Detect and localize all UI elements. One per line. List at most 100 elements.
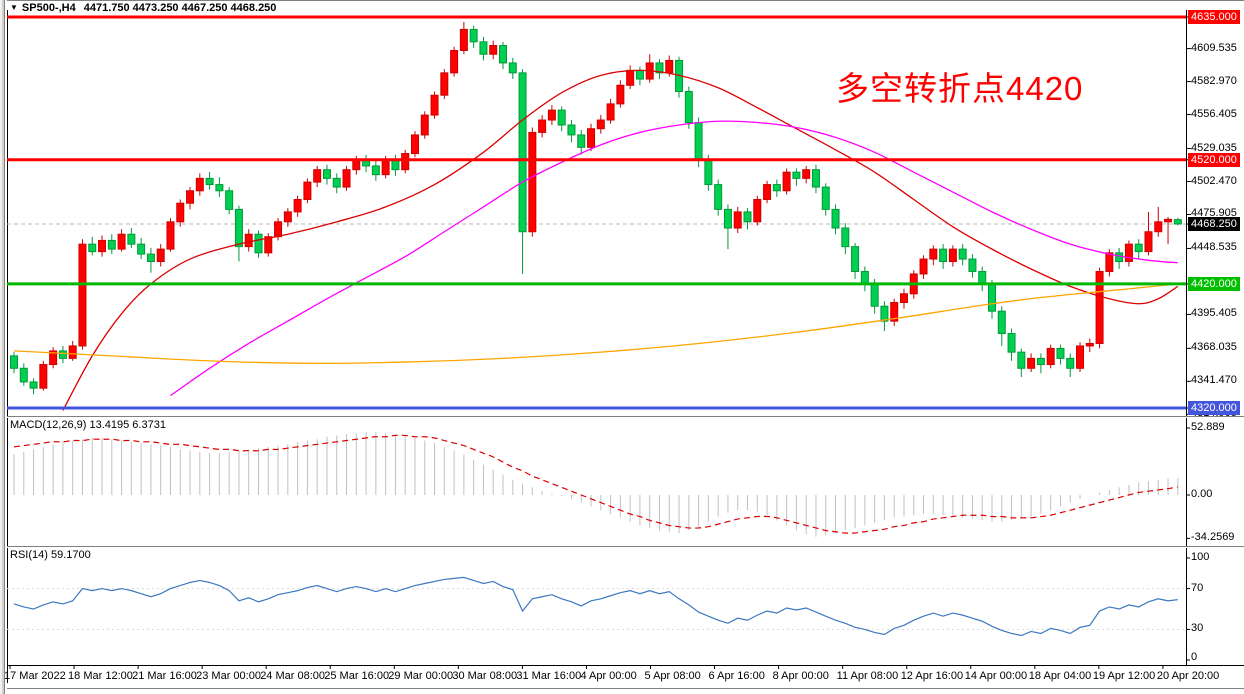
candle-body-down bbox=[655, 62, 664, 74]
candle-body-down bbox=[831, 208, 840, 229]
macd-indicator-label: MACD(12,26,9) 13.4195 6.3731 bbox=[10, 419, 166, 431]
candle-body-down bbox=[704, 159, 713, 186]
macd-axis-label: 52.889 bbox=[1191, 421, 1225, 433]
candle-body-down bbox=[127, 233, 136, 245]
price-axis-label: 4448.535 bbox=[1191, 241, 1237, 254]
time-axis-label: 20 Apr 20:00 bbox=[1156, 670, 1220, 682]
candle-body-up bbox=[890, 301, 899, 322]
candle-body-down bbox=[684, 90, 693, 124]
rsi-axis-label: 0 bbox=[1191, 651, 1198, 663]
time-axis-label: 14 Apr 00:00 bbox=[964, 670, 1028, 682]
candle-body-up bbox=[587, 128, 596, 148]
candle-body-up bbox=[1046, 347, 1055, 366]
candle-body-down bbox=[215, 184, 224, 192]
candle-body-down bbox=[137, 243, 146, 255]
time-axis-label: 18 Mar 12:00 bbox=[68, 670, 133, 682]
time-axis-label: 12 Apr 16:00 bbox=[900, 670, 964, 682]
candle-body-up bbox=[98, 239, 107, 253]
candle-body-down bbox=[1134, 243, 1143, 253]
candle-body-down bbox=[811, 169, 820, 188]
candle-body-up bbox=[802, 169, 811, 179]
candle-body-up bbox=[1154, 221, 1163, 233]
candle-body-down bbox=[968, 258, 977, 272]
time-axis-label: 8 Apr 00:00 bbox=[772, 670, 829, 682]
candle-body-down bbox=[499, 45, 507, 64]
price-axis-label: 4368.035 bbox=[1191, 341, 1237, 354]
candle-body-up bbox=[342, 169, 351, 188]
rsi-indicator-label: RSI(14) 59.1700 bbox=[10, 549, 91, 561]
symbol-dropdown-icon[interactable]: ▼ bbox=[10, 3, 18, 12]
price-level-badge: 4635.000 bbox=[1188, 10, 1240, 24]
candle-body-up bbox=[929, 248, 938, 260]
price-axis-label: 4582.970 bbox=[1191, 74, 1237, 87]
window-left-border bbox=[0, 0, 7, 694]
candle-body-up bbox=[596, 119, 605, 130]
time-axis-label: 4 Apr 00:00 bbox=[580, 670, 637, 682]
candle-body-down bbox=[978, 270, 987, 285]
time-axis-label: 11 Apr 08:00 bbox=[836, 670, 899, 682]
candle-body-down bbox=[694, 122, 703, 161]
candle-body-down bbox=[205, 177, 214, 186]
candle-body-up bbox=[49, 350, 58, 366]
price-axis-label: 4341.470 bbox=[1191, 374, 1237, 387]
candle-body-up bbox=[763, 184, 772, 200]
macd-signal-line bbox=[13, 434, 1178, 534]
candle-body-up bbox=[626, 69, 635, 86]
candle-body-down bbox=[508, 62, 517, 74]
candle-body-down bbox=[332, 177, 341, 188]
candle-body-up bbox=[303, 181, 312, 200]
candle-body-up bbox=[528, 131, 537, 233]
candle-body-down bbox=[371, 165, 380, 176]
candle-body-up bbox=[381, 159, 390, 176]
candle-body-up bbox=[459, 28, 468, 52]
candle-body-up bbox=[538, 119, 547, 133]
candle-body-down bbox=[841, 227, 850, 248]
candle-body-down bbox=[557, 109, 566, 126]
candle-body-down bbox=[939, 248, 948, 263]
rsi-axis-label: 70 bbox=[1191, 581, 1204, 594]
candle-body-up bbox=[410, 134, 419, 155]
candle-body-up bbox=[166, 221, 175, 250]
candle-body-up bbox=[264, 236, 273, 254]
price-axis-label: 4556.405 bbox=[1191, 107, 1237, 120]
time-axis-label: 29 Mar 00:00 bbox=[388, 670, 454, 682]
candle-body-down bbox=[469, 28, 478, 43]
candle-body-down bbox=[1017, 351, 1026, 369]
candle-body-up bbox=[616, 84, 625, 105]
candle-body-down bbox=[860, 270, 869, 285]
candle-body-down bbox=[10, 355, 18, 369]
rsi-line bbox=[13, 576, 1178, 637]
candle-body-down bbox=[322, 169, 331, 179]
candle-body-down bbox=[988, 283, 996, 312]
price-axis-label: 4475.905 bbox=[1191, 207, 1237, 220]
candle-body-up bbox=[782, 171, 791, 192]
candle-body-down bbox=[635, 69, 644, 80]
candle-body-up bbox=[313, 169, 322, 183]
candle-body-up bbox=[68, 345, 77, 359]
candle-body-up bbox=[1095, 270, 1104, 344]
price-axis-label: 4529.035 bbox=[1191, 141, 1237, 154]
candle-body-down bbox=[723, 208, 732, 229]
candle-body-up bbox=[1144, 231, 1153, 253]
time-axis-label: 6 Apr 16:00 bbox=[708, 670, 765, 682]
candle-body-up bbox=[919, 258, 928, 275]
candle-body-up bbox=[948, 248, 957, 263]
time-axis-label: 5 Apr 08:00 bbox=[644, 670, 701, 682]
candle-body-up bbox=[450, 50, 459, 74]
time-axis-label: 31 Mar 16:00 bbox=[516, 670, 582, 682]
candle-body-down bbox=[88, 243, 97, 253]
candle-body-down bbox=[146, 253, 155, 263]
candle-body-down bbox=[107, 239, 116, 250]
price-level-badge: 4320.000 bbox=[1188, 401, 1240, 415]
candle-body-up bbox=[899, 293, 908, 303]
candle-body-down bbox=[772, 184, 781, 192]
candle-body-up bbox=[606, 103, 615, 121]
candle-body-up bbox=[1105, 252, 1114, 272]
ma-magenta-line bbox=[170, 120, 1178, 397]
candle-body-down bbox=[234, 208, 243, 248]
candle-body-down bbox=[997, 310, 1006, 335]
price-axis-label: 4395.405 bbox=[1191, 307, 1237, 320]
candle-body-down bbox=[58, 350, 67, 359]
rsi-axis-label: 100 bbox=[1191, 551, 1210, 563]
